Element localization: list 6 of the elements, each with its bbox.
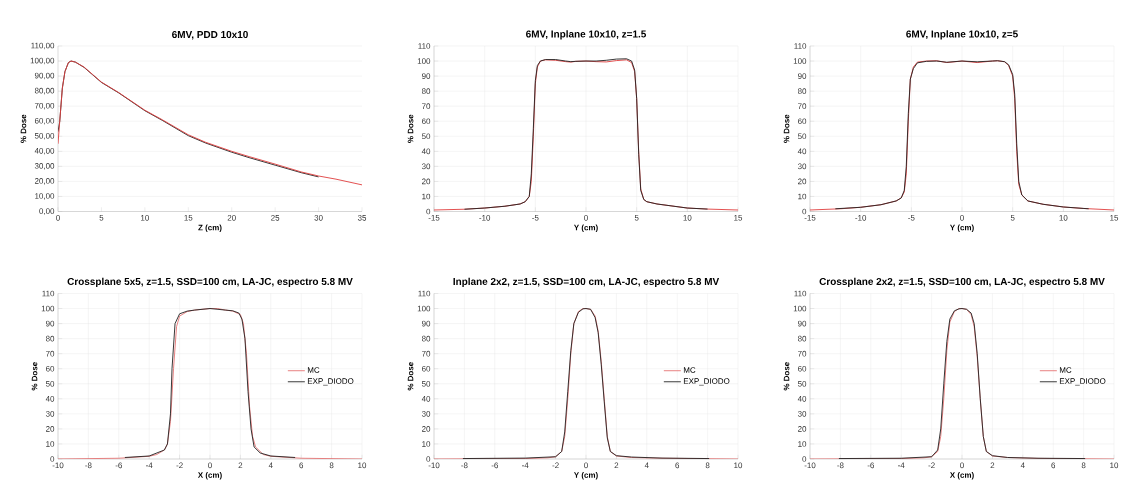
- chart-title: Crossplane 2x2, z=1.5, SSD=100 cm, LA-JC, espectro 5.8 MV: [819, 277, 1105, 287]
- chart-title: 6MV, PDD 10x10: [172, 30, 248, 40]
- chart-title: Crossplane 5x5, z=1.5, SSD=100 cm, LA-JC, espectro 5.8 MV: [67, 277, 353, 287]
- chart-title: Inplane 2x2, z=1.5, SSD=100 cm, LA-JC, espectro 5.8 MV: [453, 277, 720, 287]
- chart-title: 6MV, Inplane 10x10, z=5: [906, 30, 1018, 40]
- chart-title: 6MV, Inplane 10x10, z=1.5: [526, 30, 647, 40]
